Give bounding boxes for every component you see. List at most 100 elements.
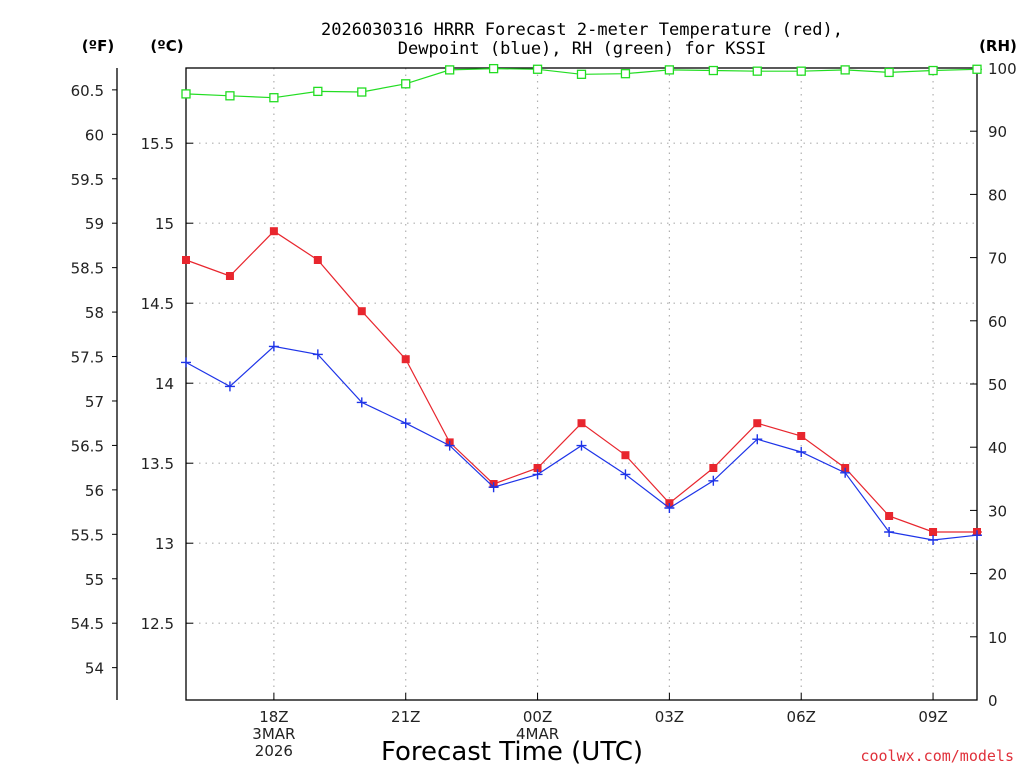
fahrenheit-tick-label: 58	[85, 304, 104, 322]
temperature-point	[533, 464, 542, 472]
temperature-point	[313, 256, 322, 264]
dewpoint-point	[224, 381, 235, 392]
dewpoint-point	[576, 440, 587, 451]
dewpoint-point	[884, 527, 895, 537]
x-axis-title: Forecast Time (UTC)	[381, 737, 643, 767]
rh-point	[752, 66, 762, 76]
plot-frame	[185, 67, 978, 701]
dewpoint-point	[400, 418, 411, 429]
fahrenheit-tick-label: 54	[85, 660, 104, 678]
rh-point	[445, 65, 455, 75]
rh-point	[972, 64, 982, 74]
source-credit: coolwx.com/models	[860, 747, 1014, 765]
rh-point	[796, 66, 806, 76]
temperature-point	[357, 307, 366, 316]
rh-point	[181, 89, 191, 99]
rh-series	[181, 63, 982, 103]
fahrenheit-tick-label: 56.5	[71, 437, 104, 455]
temperature-point	[621, 451, 630, 460]
rh-point	[269, 93, 279, 103]
dewpoint-point	[268, 341, 279, 352]
rh-tick-label: 100	[988, 60, 1017, 78]
dewpoint-point	[312, 349, 323, 360]
celsius-tick-label: 14	[155, 375, 174, 393]
rh-unit-label: (RH)	[979, 37, 1017, 55]
x-tick-label: 2026	[255, 742, 293, 760]
rh-tick-label: 20	[988, 566, 1007, 584]
grid-lines	[186, 68, 977, 700]
rh-tick-label: 90	[988, 123, 1007, 141]
fahrenheit-tick-label: 60	[85, 126, 104, 144]
dewpoint-point	[532, 469, 543, 480]
dewpoint-point	[620, 469, 631, 480]
temperature-point	[577, 419, 586, 428]
fahrenheit-tick-label: 59.5	[71, 171, 104, 189]
rh-point	[928, 65, 938, 76]
dewpoint-point	[840, 467, 851, 478]
rh-point	[884, 67, 894, 78]
rh-tick-label: 0	[988, 692, 998, 710]
temperature-point	[225, 272, 234, 280]
x-tick-label: 4MAR	[516, 725, 559, 743]
rh-tick-label: 40	[988, 439, 1007, 457]
dewpoint-point	[752, 434, 763, 445]
rh-point	[225, 91, 235, 101]
fahrenheit-tick-label: 54.5	[71, 615, 104, 633]
temperature-point	[929, 528, 938, 536]
dewpoint-point	[928, 535, 939, 545]
rh-point	[313, 86, 323, 97]
dewpoint-point	[444, 440, 455, 451]
rh-point	[708, 65, 718, 76]
celsius-tick-label: 13.5	[141, 455, 174, 473]
dewpoint-point	[664, 503, 675, 513]
dewpoint-point	[356, 397, 367, 408]
rh-tick-label: 50	[988, 376, 1007, 394]
fahrenheit-tick-label: 60.5	[71, 82, 104, 100]
temperature-point	[797, 432, 806, 440]
rh-tick-label: 60	[988, 313, 1007, 331]
temperature-series	[182, 227, 982, 536]
dewpoint-line	[185, 345, 982, 541]
rh-tick-label: 80	[988, 186, 1007, 204]
fahrenheit-tick-label: 59	[85, 215, 104, 233]
celsius-tick-label: 15	[155, 215, 174, 233]
rh-point	[620, 69, 631, 79]
rh-point	[576, 69, 587, 79]
rh-tick-label: 30	[988, 502, 1007, 520]
chart-title-line1: 2026030316 HRRR Forecast 2-meter Tempera…	[321, 20, 843, 40]
fahrenheit-tick-label: 56	[85, 482, 104, 500]
rh-line	[185, 67, 982, 99]
temperature-point	[885, 512, 894, 520]
rh-point	[357, 87, 367, 97]
rh-point	[488, 63, 499, 74]
dewpoint-point	[488, 482, 499, 493]
fahrenheit-tick-label: 57.5	[71, 349, 104, 367]
celsius-unit-label: (ºC)	[150, 37, 183, 55]
dewpoint-point	[972, 530, 982, 541]
temperature-line	[185, 230, 982, 533]
temperature-point	[709, 464, 718, 472]
x-tick-label: 21Z	[391, 708, 420, 726]
rh-point	[840, 65, 850, 75]
temperature-point	[753, 419, 762, 428]
chart-title-line2: Dewpoint (blue), RH (green) for KSSI	[398, 39, 766, 59]
x-tick-label: 00Z	[523, 708, 552, 726]
fahrenheit-unit-label: (ºF)	[82, 37, 114, 55]
rh-tick-label: 10	[988, 629, 1007, 647]
temperature-point	[269, 227, 278, 236]
rh-point	[401, 79, 411, 89]
dewpoint-series	[181, 341, 982, 545]
x-tick-label: 3MAR	[252, 725, 295, 743]
temperature-point	[182, 256, 190, 264]
x-tick-label: 03Z	[655, 708, 684, 726]
rh-point	[664, 65, 675, 75]
celsius-tick-label: 15.5	[141, 135, 174, 153]
fahrenheit-tick-label: 55.5	[71, 526, 104, 544]
dewpoint-point	[796, 447, 807, 457]
celsius-tick-label: 14.5	[141, 295, 174, 313]
rh-tick-label: 70	[988, 250, 1007, 268]
rh-point	[532, 64, 543, 74]
x-tick-label: 09Z	[918, 708, 947, 726]
